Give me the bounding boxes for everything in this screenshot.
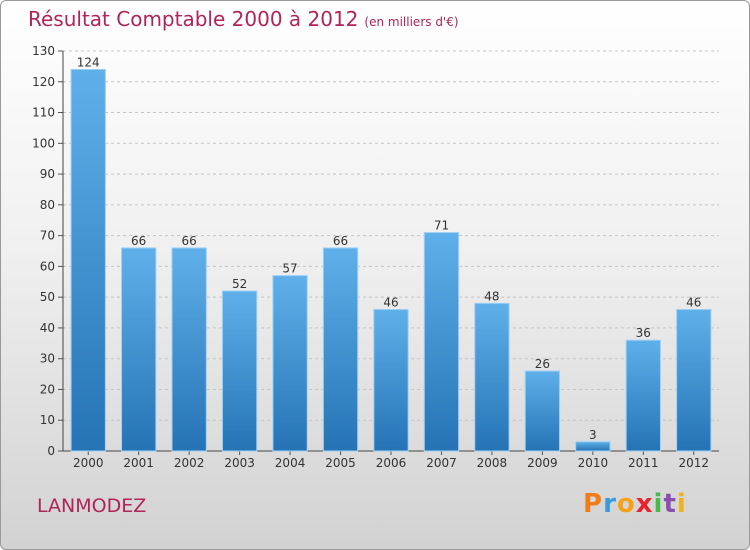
data-label: 52 xyxy=(232,277,247,291)
x-tick-label: 2010 xyxy=(578,456,609,470)
data-label: 46 xyxy=(686,295,701,309)
data-label: 48 xyxy=(484,289,499,303)
x-tick-label: 2000 xyxy=(73,456,104,470)
data-label: 66 xyxy=(131,234,146,248)
data-label: 36 xyxy=(636,326,651,340)
bar xyxy=(221,290,258,452)
data-label: 26 xyxy=(535,357,550,371)
logo-letter: P xyxy=(583,489,604,519)
bar xyxy=(474,302,510,452)
bar xyxy=(373,308,409,452)
data-label: 57 xyxy=(282,262,297,276)
labels: 0 10 20 30 40 50 60 70 80 90 100 110 120 130 124 2000 66… xyxy=(32,44,709,470)
x-tick-label: 2005 xyxy=(325,456,356,470)
logo-letter: x xyxy=(635,489,654,519)
y-tick-label: 60 xyxy=(40,259,55,273)
data-label: 71 xyxy=(434,219,449,233)
y-tick-label: 80 xyxy=(40,198,55,212)
x-tick-label: 2006 xyxy=(376,456,407,470)
chart-subtitle: (en milliers d'€) xyxy=(364,15,459,29)
bar xyxy=(121,247,157,452)
y-tick-label: 20 xyxy=(40,382,55,396)
logo-letter: r xyxy=(603,489,617,519)
y-tick-label: 100 xyxy=(32,136,55,150)
x-tick-label: 2004 xyxy=(275,456,306,470)
logo-letter: i xyxy=(676,489,687,519)
y-tick-label: 0 xyxy=(47,444,55,458)
title-text: Résultat Comptable 2000 à 2012 xyxy=(28,7,359,31)
bars xyxy=(70,68,712,452)
bar xyxy=(272,275,308,452)
x-tick-label: 2009 xyxy=(527,456,558,470)
chart-title: Résultat Comptable 2000 à 2012 (en millie… xyxy=(28,7,459,31)
bar xyxy=(423,232,460,452)
bar xyxy=(524,370,561,452)
x-tick-label: 2012 xyxy=(678,456,709,470)
y-tick-label: 70 xyxy=(40,229,55,243)
bar xyxy=(676,308,712,452)
proxiti-logo: Proxiti xyxy=(583,489,687,519)
data-label: 124 xyxy=(77,55,100,69)
logo-letter: o xyxy=(616,489,636,519)
x-tick-label: 2011 xyxy=(628,456,659,470)
x-tick-label: 2007 xyxy=(426,456,457,470)
y-tick-label: 30 xyxy=(40,352,55,366)
y-tick-label: 130 xyxy=(32,44,55,58)
x-tick-label: 2008 xyxy=(477,456,508,470)
bar xyxy=(625,339,661,452)
y-tick-label: 90 xyxy=(40,167,55,181)
y-tick-label: 10 xyxy=(40,413,55,427)
bar xyxy=(322,247,359,452)
x-tick-label: 2003 xyxy=(224,456,255,470)
y-tick-label: 40 xyxy=(40,321,55,335)
x-tick-label: 2001 xyxy=(123,456,154,470)
data-label: 66 xyxy=(182,234,197,248)
x-tick-label: 2002 xyxy=(174,456,205,470)
commune-name: LANMODEZ xyxy=(37,495,147,517)
bar xyxy=(171,247,207,452)
bar xyxy=(70,68,106,452)
logo-letter: t xyxy=(663,489,677,519)
y-tick-label: 120 xyxy=(32,75,55,89)
y-tick-label: 50 xyxy=(40,290,55,304)
y-tick-label: 110 xyxy=(32,106,55,120)
logo-letter: i xyxy=(653,489,664,519)
data-label: 66 xyxy=(333,234,348,248)
bar xyxy=(575,441,611,452)
data-label: 3 xyxy=(589,428,597,442)
data-label: 46 xyxy=(383,295,398,309)
